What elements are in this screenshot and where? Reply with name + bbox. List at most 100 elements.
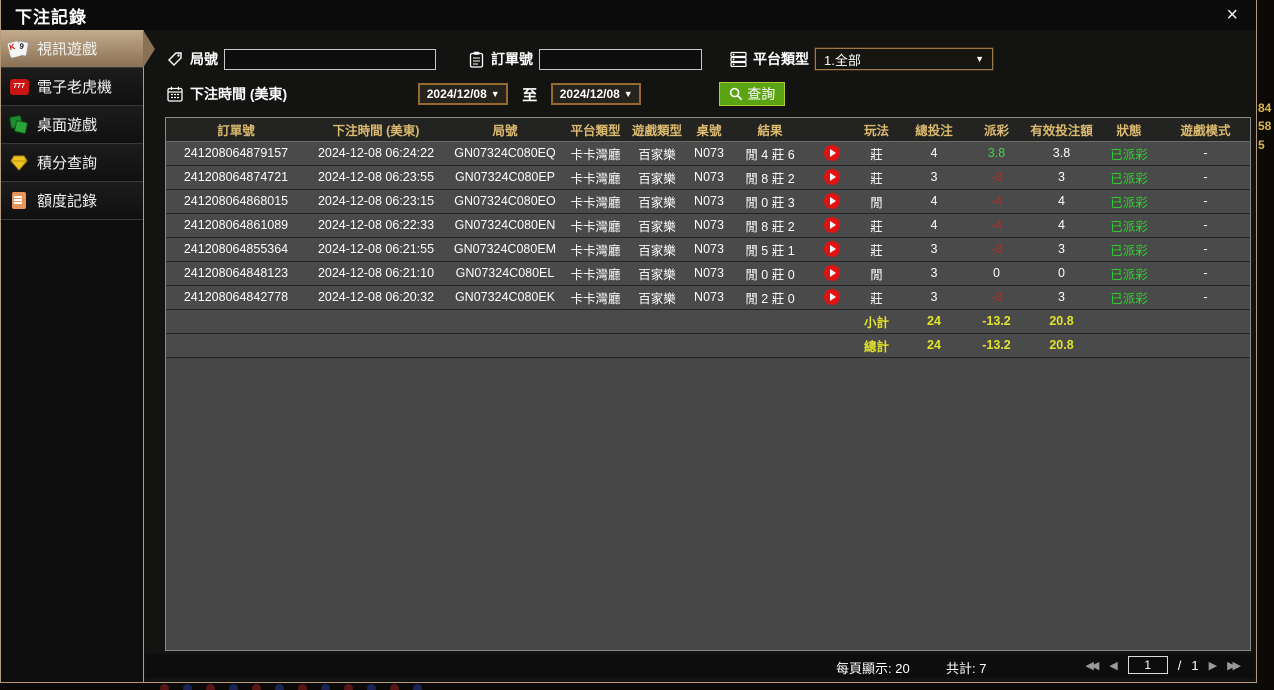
replay-play-icon[interactable] <box>823 193 840 209</box>
replay-play-icon[interactable] <box>823 169 840 185</box>
cell-mode: - <box>1159 260 1250 286</box>
table-row: 241208064861089 2024-12-08 06:22:33 GN0732… <box>166 212 1250 238</box>
sidebar-item-label: 額度記錄 <box>37 193 98 210</box>
cell-time: 2024-12-08 06:21:10 <box>306 260 446 286</box>
cell-table_no: N073 <box>687 188 731 214</box>
cell-game: 百家樂 <box>627 284 687 310</box>
cell-total_bet: 4 <box>899 188 969 214</box>
slot-777-icon: 777 <box>9 77 29 97</box>
cell-round: GN07324C080EQ <box>446 140 564 166</box>
cell-order: 241208064861089 <box>166 212 306 238</box>
sidebar-item-quota-record[interactable]: 額度記錄 <box>1 182 143 220</box>
sidebar-item-points-inquiry[interactable]: 積分查詢 <box>1 144 143 182</box>
replay-play-icon[interactable] <box>823 217 840 233</box>
cell-order: 241208064868015 <box>166 188 306 214</box>
platform-type-select[interactable]: 1.全部 ▼ <box>814 47 994 71</box>
bet-records-table: 訂單號 下注時間 (美東) 局號 平台類型 遊戲類型 桌號 結果 玩法 總投注 派彩 有效投注額 狀態… <box>166 118 1250 358</box>
cell-play: 莊 <box>854 140 899 166</box>
cell-payout: -3 <box>969 284 1024 310</box>
cell-time: 2024-12-08 06:21:55 <box>306 236 446 262</box>
cell-result: 閒 8 莊 2 <box>731 212 809 238</box>
cell-mode: - <box>1159 188 1250 214</box>
table-body: 241208064879157 2024-12-08 06:24:22 GN0732… <box>166 140 1250 358</box>
cell-payout: 0 <box>969 260 1024 286</box>
round-number-input[interactable] <box>224 48 436 70</box>
replay-play-icon[interactable] <box>823 241 840 257</box>
cell-play: 閒 <box>854 188 899 214</box>
column-header: 桌號 <box>687 118 731 142</box>
cell-time: 2024-12-08 06:22:33 <box>306 212 446 238</box>
column-header: 下注時間 (美東) <box>306 118 446 142</box>
cell-round: GN07324C080EK <box>446 284 564 310</box>
column-header: 玩法 <box>854 118 899 142</box>
date-to-picker[interactable]: 2024/12/08 ▼ <box>551 83 642 105</box>
sidebar-item-table-games[interactable]: 桌面遊戲 <box>1 106 143 144</box>
close-icon[interactable]: × <box>1226 4 1238 26</box>
summary-empty <box>1159 308 1250 334</box>
table-row: 241208064879157 2024-12-08 06:24:22 GN0732… <box>166 140 1250 166</box>
cell-replay <box>809 212 854 238</box>
cell-time: 2024-12-08 06:23:55 <box>306 164 446 190</box>
cell-round: GN07324C080EO <box>446 188 564 214</box>
cell-payout: -3 <box>969 236 1024 262</box>
pager: ◀◀ ◀ / 1 ▶ ▶▶ <box>1085 656 1241 674</box>
cell-status: 已派彩 <box>1099 236 1159 262</box>
last-page-icon[interactable]: ▶▶ <box>1227 659 1241 672</box>
cell-table_no: N073 <box>687 164 731 190</box>
cell-result: 閒 8 莊 2 <box>731 164 809 190</box>
dialog-title: 下注記錄 <box>15 7 87 27</box>
summary-valid-bet: 20.8 <box>1024 308 1099 334</box>
platform-type-selected-value: 1.全部 <box>824 52 861 68</box>
cell-table_no: N073 <box>687 140 731 166</box>
date-from-picker[interactable]: 2024/12/08 ▼ <box>418 83 509 105</box>
prev-page-icon[interactable]: ◀ <box>1109 659 1118 672</box>
column-header: 總投注 <box>899 118 969 142</box>
first-page-icon[interactable]: ◀◀ <box>1085 659 1099 672</box>
cell-mode: - <box>1159 284 1250 310</box>
cell-mode: - <box>1159 140 1250 166</box>
background-number: 84 <box>1258 101 1272 115</box>
query-button-label: 查詢 <box>747 86 776 102</box>
date-range-to-label: 至 <box>522 86 538 104</box>
query-button[interactable]: 查詢 <box>719 82 786 106</box>
cell-platform: 卡卡灣廳 <box>564 188 627 214</box>
order-number-input[interactable] <box>539 48 702 70</box>
cell-play: 閒 <box>854 260 899 286</box>
cell-replay <box>809 140 854 166</box>
per-page-label: 每頁顯示: 20 <box>836 661 910 676</box>
cell-play: 莊 <box>854 284 899 310</box>
column-header: 派彩 <box>969 118 1024 142</box>
cell-order: 241208064848123 <box>166 260 306 286</box>
chevron-down-icon: ▼ <box>623 89 633 99</box>
pagination-bar: 每頁顯示: 20 共計: 7 ◀◀ ◀ / 1 ▶ ▶▶ <box>145 654 1255 678</box>
cell-game: 百家樂 <box>627 140 687 166</box>
replay-play-icon[interactable] <box>823 265 840 281</box>
sidebar-item-slots[interactable]: 777 電子老虎機 <box>1 68 143 106</box>
page-number-input[interactable] <box>1127 656 1168 674</box>
diamond-icon <box>9 153 29 173</box>
cell-time: 2024-12-08 06:23:15 <box>306 188 446 214</box>
column-header: 結果 <box>731 118 809 142</box>
cell-game: 百家樂 <box>627 188 687 214</box>
total-count-label: 共計: 7 <box>946 661 987 676</box>
next-page-icon[interactable]: ▶ <box>1208 659 1218 672</box>
background-number: 5 <box>1258 138 1265 152</box>
cell-total_bet: 4 <box>899 140 969 166</box>
sidebar-item-label: 桌面遊戲 <box>37 117 98 134</box>
cell-replay <box>809 260 854 286</box>
cell-payout: 3.8 <box>969 140 1024 166</box>
cell-platform: 卡卡灣廳 <box>564 212 627 238</box>
cell-result: 閒 0 莊 3 <box>731 188 809 214</box>
cell-table_no: N073 <box>687 212 731 238</box>
results-table-container: 訂單號 下注時間 (美東) 局號 平台類型 遊戲類型 桌號 結果 玩法 總投注 派彩 有效投注額 狀態… <box>165 117 1251 651</box>
cell-payout: -4 <box>969 188 1024 214</box>
replay-play-icon[interactable] <box>823 289 840 305</box>
sidebar-item-label: 積分查詢 <box>37 155 98 172</box>
cell-table_no: N073 <box>687 284 731 310</box>
replay-play-icon[interactable] <box>823 145 840 161</box>
main-content: 局號 訂單號 平台類型 1.全部 ▼ 下注時間 (美東) 2024/12/08 <box>145 30 1255 681</box>
cell-table_no: N073 <box>687 236 731 262</box>
cell-table_no: N073 <box>687 260 731 286</box>
